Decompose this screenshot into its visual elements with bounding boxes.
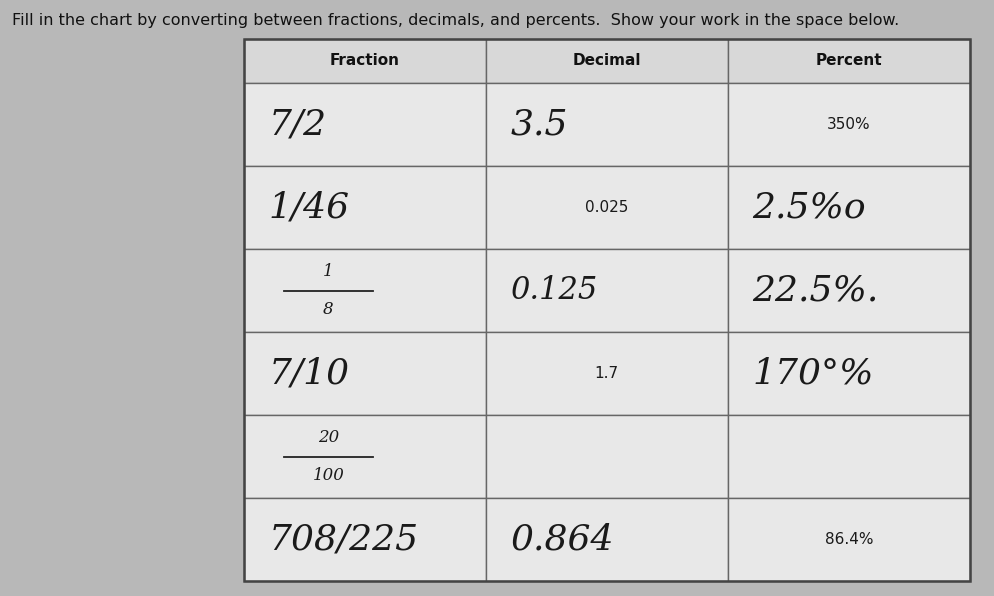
Text: 350%: 350% xyxy=(826,117,870,132)
Bar xyxy=(727,332,969,415)
Text: 1.7: 1.7 xyxy=(594,366,618,381)
Text: 170°%: 170°% xyxy=(751,356,873,390)
Text: 0.125: 0.125 xyxy=(510,275,597,306)
Text: 1: 1 xyxy=(323,263,333,280)
Text: 3.5: 3.5 xyxy=(510,108,568,142)
Bar xyxy=(244,39,969,581)
Bar xyxy=(727,415,969,498)
Bar xyxy=(244,166,485,249)
Text: 0.025: 0.025 xyxy=(584,200,627,215)
Bar xyxy=(485,39,727,83)
Bar xyxy=(727,83,969,166)
Bar xyxy=(485,166,727,249)
Text: 2.5%o: 2.5%o xyxy=(751,191,865,225)
Text: 8: 8 xyxy=(323,301,333,318)
Bar xyxy=(244,498,485,581)
Text: 708/225: 708/225 xyxy=(268,523,418,557)
Bar xyxy=(244,332,485,415)
Text: 7/10: 7/10 xyxy=(268,356,350,390)
Text: Percent: Percent xyxy=(815,54,882,69)
Text: 100: 100 xyxy=(312,467,344,484)
Bar xyxy=(244,249,485,332)
Bar xyxy=(727,166,969,249)
Bar xyxy=(485,83,727,166)
Text: 22.5%.: 22.5%. xyxy=(751,274,878,308)
Text: 1/46: 1/46 xyxy=(268,191,350,225)
Bar xyxy=(727,39,969,83)
Bar xyxy=(485,332,727,415)
Text: Fill in the chart by converting between fractions, decimals, and percents.  Show: Fill in the chart by converting between … xyxy=(12,13,899,28)
Text: 20: 20 xyxy=(317,429,339,446)
Bar xyxy=(485,415,727,498)
Bar xyxy=(727,249,969,332)
Bar xyxy=(485,249,727,332)
Text: 7/2: 7/2 xyxy=(268,108,326,142)
Bar xyxy=(244,83,485,166)
Text: Decimal: Decimal xyxy=(572,54,640,69)
Bar xyxy=(244,415,485,498)
Bar xyxy=(727,498,969,581)
Bar xyxy=(485,498,727,581)
Text: Fraction: Fraction xyxy=(329,54,400,69)
Text: 0.864: 0.864 xyxy=(510,523,613,557)
Text: 86.4%: 86.4% xyxy=(824,532,872,547)
Bar xyxy=(244,39,485,83)
